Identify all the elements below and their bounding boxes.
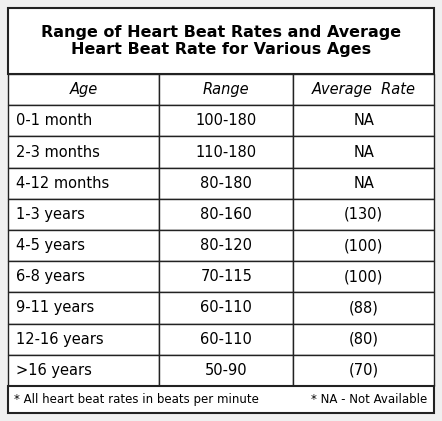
- Text: (100): (100): [344, 269, 383, 284]
- Bar: [8, 355, 159, 386]
- Bar: [159, 199, 293, 230]
- Bar: [159, 292, 293, 324]
- Bar: [293, 105, 434, 136]
- Text: 0-1 month: 0-1 month: [15, 113, 92, 128]
- Text: Age: Age: [69, 82, 98, 97]
- Text: 9-11 years: 9-11 years: [15, 301, 94, 315]
- Text: 6-8 years: 6-8 years: [15, 269, 84, 284]
- Text: 80-160: 80-160: [200, 207, 252, 222]
- Bar: [8, 261, 159, 292]
- Text: * NA - Not Available: * NA - Not Available: [312, 393, 428, 406]
- Bar: [293, 292, 434, 324]
- Text: (130): (130): [344, 207, 383, 222]
- Bar: [8, 386, 434, 413]
- Bar: [159, 261, 293, 292]
- Bar: [8, 168, 159, 199]
- Text: 60-110: 60-110: [200, 301, 252, 315]
- Text: (70): (70): [349, 363, 379, 378]
- Bar: [159, 324, 293, 355]
- Text: 2-3 months: 2-3 months: [15, 144, 99, 160]
- Bar: [159, 168, 293, 199]
- Text: 80-120: 80-120: [200, 238, 252, 253]
- Text: NA: NA: [353, 144, 374, 160]
- Bar: [8, 74, 159, 105]
- Text: (100): (100): [344, 238, 383, 253]
- Bar: [8, 136, 159, 168]
- Text: 110-180: 110-180: [196, 144, 257, 160]
- Text: NA: NA: [353, 176, 374, 191]
- Text: 4-12 months: 4-12 months: [15, 176, 109, 191]
- Text: (80): (80): [349, 332, 379, 346]
- Text: (88): (88): [349, 301, 379, 315]
- Text: 50-90: 50-90: [205, 363, 248, 378]
- Bar: [293, 199, 434, 230]
- Bar: [159, 230, 293, 261]
- Text: 100-180: 100-180: [196, 113, 257, 128]
- Bar: [8, 105, 159, 136]
- Bar: [159, 355, 293, 386]
- Bar: [293, 74, 434, 105]
- Text: 70-115: 70-115: [200, 269, 252, 284]
- Bar: [8, 199, 159, 230]
- Bar: [8, 324, 159, 355]
- Text: Range: Range: [203, 82, 250, 97]
- Bar: [8, 8, 434, 74]
- Text: Average  Rate: Average Rate: [312, 82, 416, 97]
- Bar: [159, 105, 293, 136]
- Text: 4-5 years: 4-5 years: [15, 238, 84, 253]
- Bar: [293, 230, 434, 261]
- Bar: [293, 355, 434, 386]
- Bar: [293, 136, 434, 168]
- Bar: [8, 292, 159, 324]
- Text: 60-110: 60-110: [200, 332, 252, 346]
- Bar: [159, 136, 293, 168]
- Text: * All heart beat rates in beats per minute: * All heart beat rates in beats per minu…: [14, 393, 259, 406]
- Text: 1-3 years: 1-3 years: [15, 207, 84, 222]
- Text: 12-16 years: 12-16 years: [15, 332, 103, 346]
- Text: >16 years: >16 years: [15, 363, 91, 378]
- Bar: [8, 230, 159, 261]
- Bar: [293, 324, 434, 355]
- Text: Range of Heart Beat Rates and Average
Heart Beat Rate for Various Ages: Range of Heart Beat Rates and Average He…: [41, 24, 401, 57]
- Bar: [159, 74, 293, 105]
- Bar: [293, 168, 434, 199]
- Text: 80-180: 80-180: [200, 176, 252, 191]
- Text: NA: NA: [353, 113, 374, 128]
- Bar: [293, 261, 434, 292]
